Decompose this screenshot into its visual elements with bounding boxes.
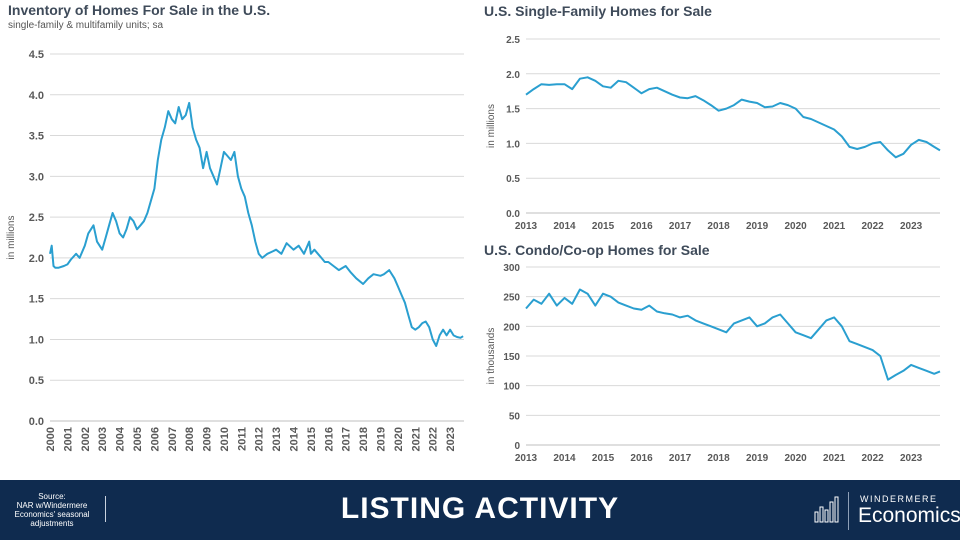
chart3-x-tick-label: 2013 <box>515 453 538 464</box>
chart1-x-tick-label: 2014 <box>289 426 301 451</box>
chart1-x-tick-label: 2005 <box>132 427 144 451</box>
footer-bar <box>0 480 960 540</box>
chart3-y-tick-label: 0 <box>514 441 520 452</box>
chart1-x-tick-label: 2002 <box>80 427 92 451</box>
chart2-x-tick-label: 2018 <box>707 221 730 232</box>
chart1-x-tick-label: 2012 <box>254 427 266 451</box>
source-label: Source: <box>38 492 66 501</box>
chart1-series-line <box>49 101 464 347</box>
brand-divider <box>848 492 849 530</box>
chart3-y-tick-label: 150 <box>503 352 520 363</box>
chart1-x-tick-label: 2017 <box>341 427 353 451</box>
chart2-y-tick-label: 2.5 <box>506 35 520 46</box>
chart2-x-tick-label: 2017 <box>669 221 692 232</box>
chart3-x-tick-label: 2016 <box>630 453 653 464</box>
chart1-y-tick-label: 2.0 <box>29 253 44 265</box>
chart2-title: U.S. Single-Family Homes for Sale <box>484 3 712 19</box>
chart2-y-tick-label: 0.0 <box>506 209 520 220</box>
chart2-y-axis-label: in millions <box>486 104 497 148</box>
chart1-x-tick-label: 2019 <box>376 427 388 451</box>
chart3-y-tick-label: 50 <box>509 411 521 422</box>
chart3-x-tick-label: 2014 <box>553 453 576 464</box>
chart2-y-tick-label: 1.5 <box>506 105 520 116</box>
brand-name-bottom: Economics <box>858 504 960 527</box>
chart1-y-tick-label: 3.0 <box>29 171 44 183</box>
chart1-x-tick-label: 2010 <box>219 427 231 451</box>
chart2-x-tick-label: 2019 <box>746 221 769 232</box>
chart1-x-tick-label: 2006 <box>149 427 161 451</box>
chart1-x-tick-label: 2020 <box>393 427 405 451</box>
chart1-x-tick-label: 2003 <box>97 427 109 451</box>
chart3-x-tick-label: 2017 <box>669 453 692 464</box>
chart1-y-tick-label: 1.0 <box>29 334 44 346</box>
chart3-y-tick-label: 200 <box>503 322 520 333</box>
chart2-y-tick-label: 1.0 <box>506 139 520 150</box>
chart1-x-tick-label: 2023 <box>445 427 457 451</box>
chart2-x-tick-label: 2021 <box>823 221 846 232</box>
bar-chart-icon <box>814 496 839 523</box>
chart3-y-tick-label: 250 <box>503 293 520 304</box>
chart3-y-axis-label: in thousands <box>486 328 497 385</box>
source-note: Source: NAR w/Windermere Economics' seas… <box>8 492 96 528</box>
chart2-y-tick-label: 0.5 <box>506 174 520 185</box>
chart3-x-tick-label: 2018 <box>707 453 730 464</box>
chart2-x-tick-label: 2016 <box>630 221 653 232</box>
chart3-x-tick-label: 2022 <box>861 453 884 464</box>
chart1-y-axis-label: in millions <box>6 216 17 260</box>
chart2-x-tick-label: 2015 <box>592 221 615 232</box>
chart3-x-tick-label: 2019 <box>746 453 769 464</box>
chart1-x-tick-label: 2015 <box>306 427 318 451</box>
chart1-x-tick-label: 2013 <box>271 427 283 451</box>
chart1-subtitle: single-family & multifamily units; sa <box>8 20 164 31</box>
brand-name-top: WINDERMERE <box>860 494 938 504</box>
chart1-y-tick-label: 4.5 <box>29 49 44 61</box>
chart1-x-tick-label: 2016 <box>323 427 335 451</box>
chart1-x-tick-label: 2004 <box>115 426 127 451</box>
chart2-series-line <box>525 76 941 159</box>
chart3-title: U.S. Condo/Co-op Homes for Sale <box>484 242 710 258</box>
chart1-x-tick-label: 2022 <box>428 427 440 451</box>
chart3-x-tick-label: 2020 <box>784 453 807 464</box>
chart3-y-tick-label: 300 <box>503 263 520 274</box>
chart2-x-tick-label: 2020 <box>784 221 807 232</box>
chart1-x-tick-label: 2011 <box>236 427 248 451</box>
chart1-x-tick-label: 2021 <box>410 427 422 451</box>
chart1-y-tick-label: 3.5 <box>29 131 44 143</box>
chart2-x-tick-label: 2014 <box>553 221 576 232</box>
chart3-x-tick-label: 2023 <box>900 453 923 464</box>
chart1-y-tick-label: 4.0 <box>29 90 44 102</box>
chart1-title: Inventory of Homes For Sale in the U.S. <box>8 2 271 18</box>
footer-title: LISTING ACTIVITY <box>340 492 620 525</box>
chart2-x-tick-label: 2023 <box>900 221 923 232</box>
chart1-y-tick-label: 1.5 <box>29 294 44 306</box>
chart3-y-tick-label: 100 <box>503 382 520 393</box>
chart3-x-tick-label: 2015 <box>592 453 615 464</box>
chart1-x-tick-label: 2007 <box>167 427 179 451</box>
chart2-x-tick-label: 2022 <box>861 221 884 232</box>
chart3-series-line <box>525 288 941 381</box>
chart1-x-tick-label: 2001 <box>62 427 74 451</box>
chart2-y-tick-label: 2.0 <box>506 70 520 81</box>
chart1-y-tick-label: 0.0 <box>29 416 44 428</box>
chart1-x-tick-label: 2000 <box>45 427 57 451</box>
source-text: NAR w/Windermere Economics' seasonal adj… <box>14 501 90 528</box>
chart1-x-tick-label: 2018 <box>358 427 370 451</box>
chart1-y-tick-label: 0.5 <box>29 375 44 387</box>
chart3-x-tick-label: 2021 <box>823 453 846 464</box>
chart1-x-tick-label: 2009 <box>202 427 214 451</box>
chart2-x-tick-label: 2013 <box>515 221 538 232</box>
source-divider <box>105 496 106 522</box>
chart1-y-tick-label: 2.5 <box>29 212 44 224</box>
chart1-x-tick-label: 2008 <box>184 427 196 451</box>
